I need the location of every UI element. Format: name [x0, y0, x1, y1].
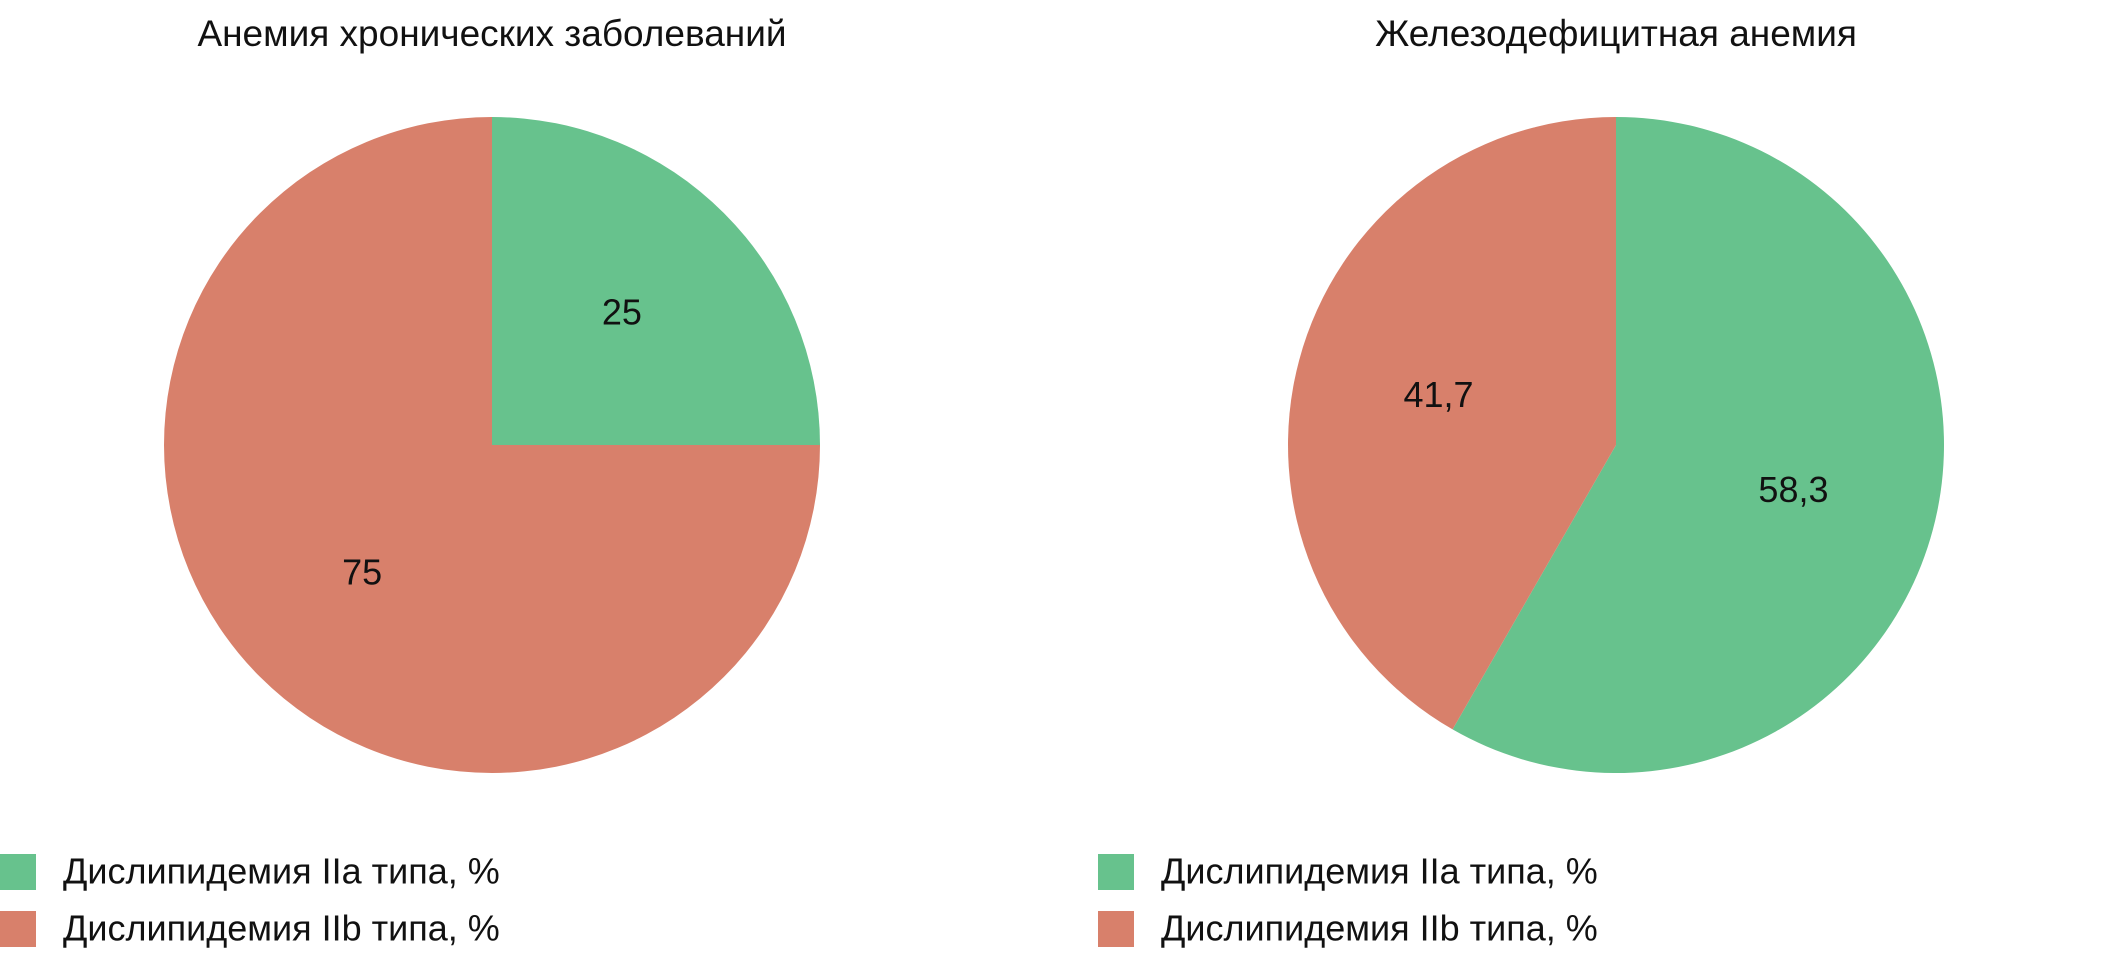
chart-chronic-disease-anemia: Анемия хронических заболеваний 25 75 Дисл… [0, 13, 820, 949]
slice-value-label: 58,3 [1758, 469, 1828, 510]
legend-swatch [0, 911, 36, 947]
legend-label: Дислипидемия IIa типа, % [1161, 851, 1598, 892]
chart-title: Анемия хронических заболеваний [197, 13, 786, 54]
legend: Дислипидемия IIa типа, % Дислипидемия IIb… [0, 851, 500, 949]
pie-slices [164, 117, 820, 773]
legend-swatch [1098, 854, 1134, 890]
legend-label: Дислипидемия IIb типа, % [63, 908, 500, 949]
legend-label: Дислипидемия IIb типа, % [1161, 908, 1598, 949]
pie-slice [492, 117, 820, 445]
pie-slice [1288, 117, 1616, 730]
pie-slice [164, 117, 820, 773]
legend-swatch [0, 854, 36, 890]
slice-value-label: 75 [342, 551, 382, 592]
slice-labels: 58,3 41,7 [1403, 374, 1828, 510]
pie-slices [1288, 117, 1944, 773]
slice-value-label: 41,7 [1403, 374, 1473, 415]
slice-labels: 25 75 [342, 292, 642, 593]
legend-label: Дислипидемия IIa типа, % [63, 851, 500, 892]
chart-iron-deficiency-anemia: Железодефицитная анемия 58,3 41,7 Дислипи… [1098, 13, 1944, 949]
slice-value-label: 25 [602, 292, 642, 333]
legend: Дислипидемия IIa типа, % Дислипидемия IIb… [1098, 851, 1598, 949]
chart-title: Железодефицитная анемия [1375, 13, 1857, 54]
legend-swatch [1098, 911, 1134, 947]
pie-slice [1452, 117, 1944, 773]
